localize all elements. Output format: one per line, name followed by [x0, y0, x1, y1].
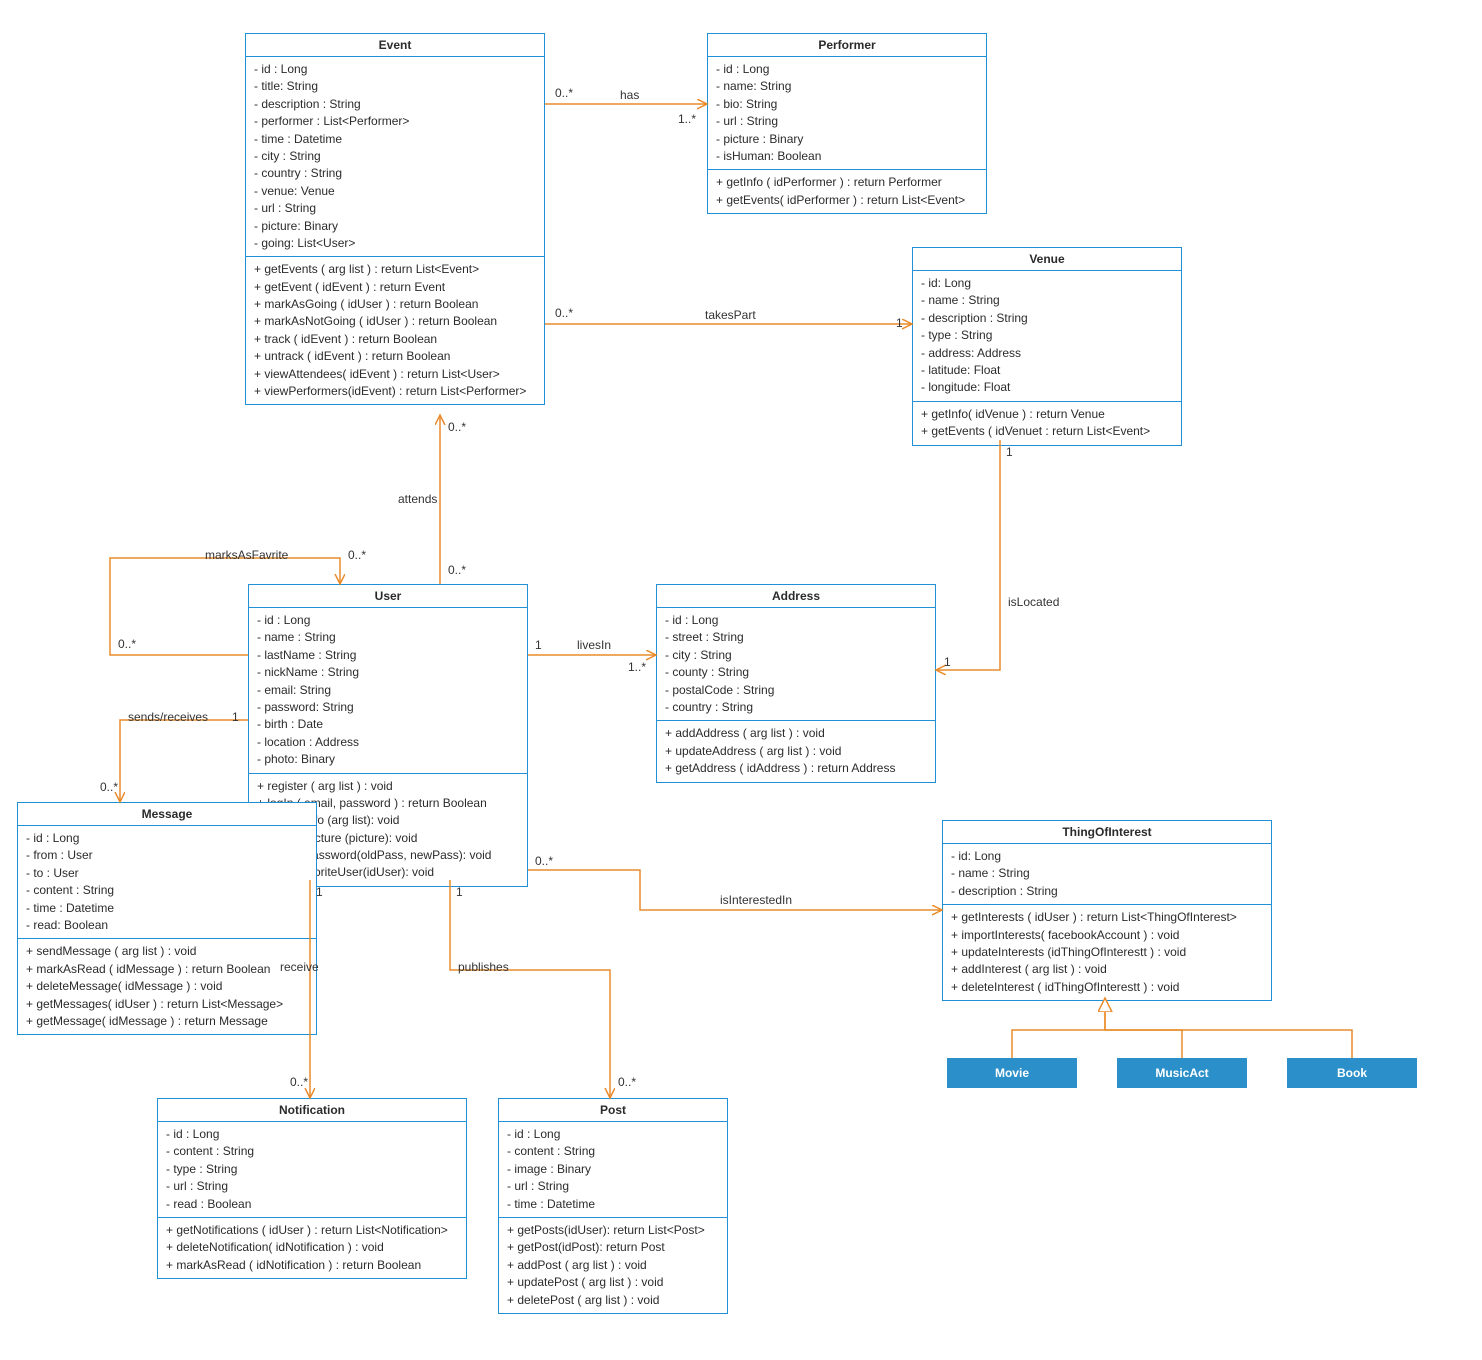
mult: 0..* [100, 780, 118, 794]
label-receive: receive [280, 960, 319, 974]
attrs: - id: Long - name : String - description… [913, 271, 1181, 402]
mult: 1 [1006, 445, 1013, 459]
ops: + addAddress ( arg list ) : void + updat… [657, 721, 935, 781]
class-title: Performer [708, 34, 986, 57]
mult: 0..* [555, 86, 573, 100]
mult: 0..* [448, 563, 466, 577]
class-notification: Notification - id : Long - content : Str… [157, 1098, 467, 1279]
class-musicact: MusicAct [1117, 1058, 1247, 1088]
class-title: ThingOfInterest [943, 821, 1271, 844]
attrs: - id : Long - content : String - type : … [158, 1122, 466, 1218]
class-movie: Movie [947, 1058, 1077, 1088]
class-post: Post - id : Long - content : String - im… [498, 1098, 728, 1314]
mult: 1 [456, 885, 463, 899]
class-event: Event - id : Long - title: String - desc… [245, 33, 545, 405]
class-title: Venue [913, 248, 1181, 271]
class-performer: Performer - id : Long - name: String - b… [707, 33, 987, 214]
class-thingofinterest: ThingOfInterest - id: Long - name : Stri… [942, 820, 1272, 1001]
attrs: - id : Long - name : String - lastName :… [249, 608, 527, 774]
mult: 0..* [555, 306, 573, 320]
ops: + getInterests ( idUser ) : return List<… [943, 905, 1271, 1000]
label-islocated: isLocated [1008, 595, 1059, 609]
label-isinterestedin: isInterestedIn [720, 893, 792, 907]
class-address: Address - id : Long - street : String - … [656, 584, 936, 783]
class-title: User [249, 585, 527, 608]
class-book: Book [1287, 1058, 1417, 1088]
ops: + getEvents ( arg list ) : return List<E… [246, 257, 544, 404]
ops: + getNotifications ( idUser ) : return L… [158, 1218, 466, 1278]
mult: 1 [316, 885, 323, 899]
label-takespart: takesPart [705, 308, 756, 322]
ops: + getPosts(idUser): return List<Post> + … [499, 1218, 727, 1313]
mult: 0..* [118, 637, 136, 651]
class-title: Post [499, 1099, 727, 1122]
mult: 0..* [448, 420, 466, 434]
mult: 1 [944, 655, 951, 669]
ops: + sendMessage ( arg list ) : void + mark… [18, 939, 316, 1034]
label-publishes: publishes [458, 960, 509, 974]
mult: 1 [896, 316, 903, 330]
label-has: has [620, 88, 639, 102]
class-title: Message [18, 803, 316, 826]
ops: + getInfo( idVenue ) : return Venue + ge… [913, 402, 1181, 445]
mult: 1 [535, 638, 542, 652]
attrs: - id : Long - title: String - descriptio… [246, 57, 544, 257]
mult: 0..* [290, 1075, 308, 1089]
mult: 1..* [678, 112, 696, 126]
attrs: - id : Long - content : String - image :… [499, 1122, 727, 1218]
label-sendsreceives: sends/receives [128, 710, 208, 724]
class-title: Address [657, 585, 935, 608]
uml-canvas: Event - id : Long - title: String - desc… [0, 0, 1482, 1360]
label-livesin: livesIn [577, 638, 611, 652]
ops: + getInfo ( idPerformer ) : return Perfo… [708, 170, 986, 213]
attrs: - id : Long - name: String - bio: String… [708, 57, 986, 170]
class-message: Message - id : Long - from : User - to :… [17, 802, 317, 1035]
attrs: - id : Long - street : String - city : S… [657, 608, 935, 721]
class-title: Notification [158, 1099, 466, 1122]
label-marksfav: marksAsFavrite [205, 548, 288, 562]
mult: 1..* [628, 660, 646, 674]
mult: 0..* [618, 1075, 636, 1089]
class-title: Event [246, 34, 544, 57]
attrs: - id: Long - name : String - description… [943, 844, 1271, 905]
label-attends: attends [398, 492, 437, 506]
mult: 1 [232, 710, 239, 724]
mult: 0..* [348, 548, 366, 562]
mult: 0..* [535, 854, 553, 868]
attrs: - id : Long - from : User - to : User - … [18, 826, 316, 939]
class-venue: Venue - id: Long - name : String - descr… [912, 247, 1182, 446]
